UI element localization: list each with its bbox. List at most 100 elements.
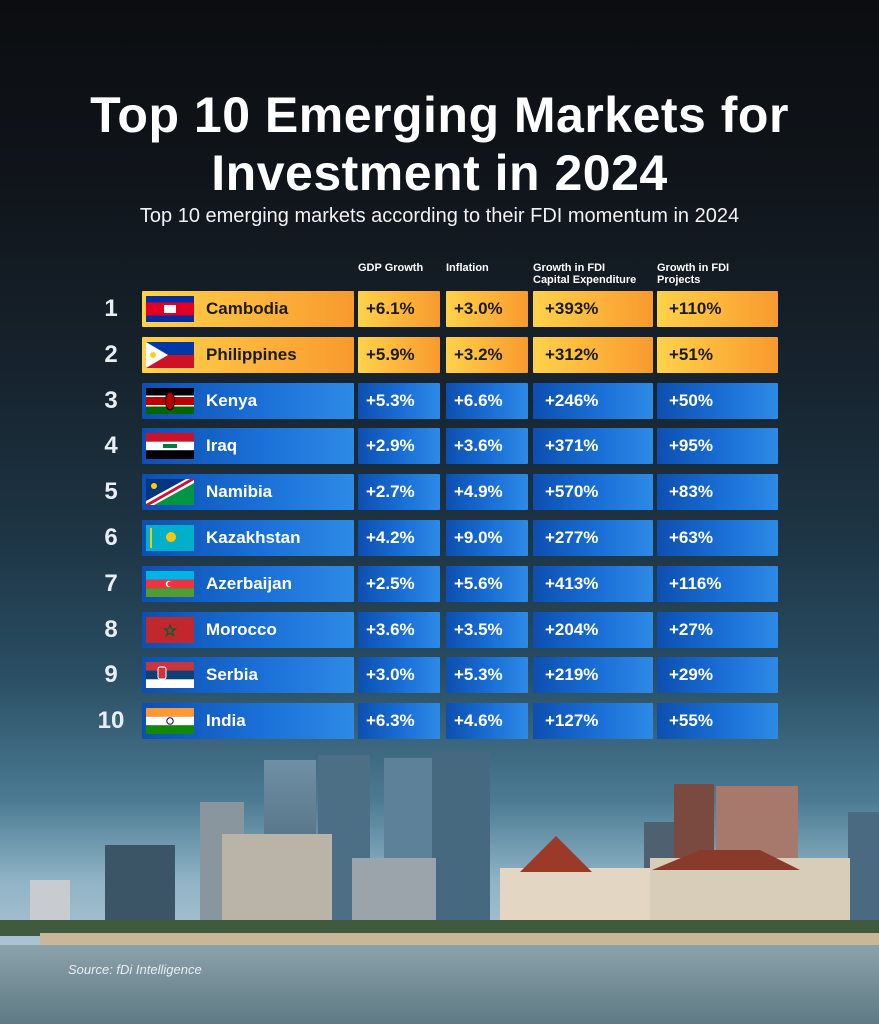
table-row: 6 Kazakhstan +4.2% +9.0% +277% +63% bbox=[0, 520, 879, 556]
gdp-growth-cell: +2.9% bbox=[358, 428, 440, 464]
table-row: 10 India +6.3% +4.6% +127% +55% bbox=[0, 703, 879, 739]
country-name: Kazakhstan bbox=[206, 528, 301, 547]
inflation-cell: +3.6% bbox=[446, 428, 528, 464]
gdp-growth-cell: +5.9% bbox=[358, 337, 440, 373]
header-inflation: Inflation bbox=[446, 262, 489, 274]
city-skyline-image bbox=[0, 752, 879, 1024]
header-fdi-projects-line2: Projects bbox=[657, 274, 701, 286]
gdp-growth-cell: +4.2% bbox=[358, 520, 440, 556]
table-row: 5 Namibia +2.7% +4.9% +570% +83% bbox=[0, 474, 879, 510]
namibia-flag-icon bbox=[146, 479, 194, 505]
country-cell: Kenya bbox=[142, 383, 354, 419]
country-name: Azerbaijan bbox=[206, 574, 292, 593]
iraq-flag-icon bbox=[146, 433, 194, 459]
gdp-growth-cell: +6.1% bbox=[358, 291, 440, 327]
rank-number: 2 bbox=[104, 341, 118, 368]
inflation-cell: +5.6% bbox=[446, 566, 528, 602]
fdi-capex-cell: +127% bbox=[533, 703, 653, 739]
gdp-growth-cell: +3.0% bbox=[358, 657, 440, 693]
country-name: Morocco bbox=[206, 620, 277, 639]
cambodia-flag-icon bbox=[146, 296, 194, 322]
rank-number: 6 bbox=[104, 524, 118, 551]
table-row: 8 Morocco +3.6% +3.5% +204% +27% bbox=[0, 612, 879, 648]
rank-number: 7 bbox=[104, 570, 118, 597]
rank-number: 8 bbox=[104, 616, 118, 643]
gdp-growth-cell: +2.7% bbox=[358, 474, 440, 510]
header-fdi-projects-line1: Growth in FDI bbox=[657, 262, 730, 274]
gdp-growth-cell: +3.6% bbox=[358, 612, 440, 648]
table-row: 7 Azerbaijan +2.5% +5.6% +413% +116% bbox=[0, 566, 879, 602]
country-name: Kenya bbox=[206, 391, 258, 410]
rank-number: 3 bbox=[104, 387, 118, 414]
header-fdi-capex: Growth in FDI Capital Expenditure bbox=[533, 262, 636, 286]
fdi-capex-cell: +204% bbox=[533, 612, 653, 648]
table-row: 1 Cambodia +6.1% +3.0% +393% +110% bbox=[0, 291, 879, 327]
table-row: 2 Philippines +5.9% +3.2% +312% +51% bbox=[0, 337, 879, 373]
header-fdi-capex-line2: Capital Expenditure bbox=[533, 274, 637, 286]
country-name: Namibia bbox=[206, 482, 273, 501]
country-cell: India bbox=[142, 703, 354, 739]
morocco-flag-icon bbox=[146, 617, 194, 643]
country-cell: Philippines bbox=[142, 337, 354, 373]
inflation-cell: +5.3% bbox=[446, 657, 528, 693]
philippines-flag-icon bbox=[146, 342, 194, 368]
kenya-flag-icon bbox=[146, 388, 194, 414]
country-cell: Azerbaijan bbox=[142, 566, 354, 602]
inflation-cell: +4.9% bbox=[446, 474, 528, 510]
fdi-projects-cell: +95% bbox=[657, 428, 778, 464]
rank-number: 5 bbox=[104, 478, 118, 505]
inflation-cell: +3.2% bbox=[446, 337, 528, 373]
india-flag-icon bbox=[146, 708, 194, 734]
country-name: Iraq bbox=[206, 436, 238, 455]
rank-number: 1 bbox=[104, 295, 118, 322]
fdi-capex-cell: +219% bbox=[533, 657, 653, 693]
gdp-growth-cell: +2.5% bbox=[358, 566, 440, 602]
country-name: Philippines bbox=[206, 345, 297, 364]
country-cell: Iraq bbox=[142, 428, 354, 464]
fdi-capex-cell: +371% bbox=[533, 428, 653, 464]
fdi-projects-cell: +110% bbox=[657, 291, 778, 327]
rank-number: 9 bbox=[104, 661, 118, 688]
country-name: Cambodia bbox=[206, 299, 289, 318]
country-name: India bbox=[206, 711, 246, 730]
inflation-cell: +4.6% bbox=[446, 703, 528, 739]
page-subtitle: Top 10 emerging markets according to the… bbox=[139, 205, 740, 227]
header-fdi-projects: Growth in FDI Projects bbox=[657, 262, 729, 286]
fdi-projects-cell: +50% bbox=[657, 383, 778, 419]
country-cell: Morocco bbox=[142, 612, 354, 648]
fdi-capex-cell: +246% bbox=[533, 383, 653, 419]
fdi-projects-cell: +51% bbox=[657, 337, 778, 373]
rank-number: 10 bbox=[97, 707, 125, 734]
fdi-capex-cell: +413% bbox=[533, 566, 653, 602]
fdi-projects-cell: +27% bbox=[657, 612, 778, 648]
header-fdi-capex-line1: Growth in FDI bbox=[533, 262, 606, 274]
table-row: 9 Serbia +3.0% +5.3% +219% +29% bbox=[0, 657, 879, 693]
source-note: Source: fDi Intelligence bbox=[68, 962, 202, 977]
fdi-projects-cell: +29% bbox=[657, 657, 778, 693]
header-gdp-growth: GDP Growth bbox=[358, 262, 424, 274]
azerbaijan-flag-icon bbox=[146, 571, 194, 597]
country-cell: Serbia bbox=[142, 657, 354, 693]
inflation-cell: +3.5% bbox=[446, 612, 528, 648]
country-cell: Kazakhstan bbox=[142, 520, 354, 556]
page-title: Top 10 Emerging Markets for Investment i… bbox=[90, 87, 789, 201]
fdi-projects-cell: +116% bbox=[657, 566, 778, 602]
country-cell: Namibia bbox=[142, 474, 354, 510]
fdi-capex-cell: +277% bbox=[533, 520, 653, 556]
table-row: 3 Kenya +5.3% +6.6% +246% +50% bbox=[0, 383, 879, 419]
table-row: 4 Iraq +2.9% +3.6% +371% +95% bbox=[0, 428, 879, 464]
fdi-capex-cell: +312% bbox=[533, 337, 653, 373]
country-cell: Cambodia bbox=[142, 291, 354, 327]
inflation-cell: +9.0% bbox=[446, 520, 528, 556]
rank-number: 4 bbox=[104, 432, 118, 459]
gdp-growth-cell: +5.3% bbox=[358, 383, 440, 419]
fdi-projects-cell: +83% bbox=[657, 474, 778, 510]
fdi-capex-cell: +570% bbox=[533, 474, 653, 510]
country-name: Serbia bbox=[206, 665, 258, 684]
kazakhstan-flag-icon bbox=[146, 525, 194, 551]
inflation-cell: +6.6% bbox=[446, 383, 528, 419]
serbia-flag-icon bbox=[146, 662, 194, 688]
fdi-capex-cell: +393% bbox=[533, 291, 653, 327]
fdi-projects-cell: +55% bbox=[657, 703, 778, 739]
fdi-projects-cell: +63% bbox=[657, 520, 778, 556]
